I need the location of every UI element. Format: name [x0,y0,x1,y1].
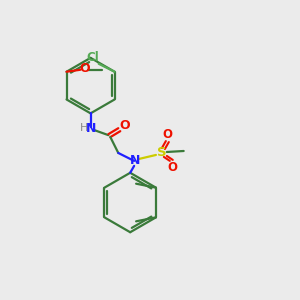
Text: S: S [157,146,167,160]
Text: Cl: Cl [86,51,99,64]
Text: N: N [86,122,97,135]
Text: O: O [119,119,130,132]
Text: O: O [168,161,178,174]
Text: H: H [80,123,88,133]
Text: O: O [163,128,173,141]
Text: N: N [130,154,140,167]
Text: O: O [79,62,90,75]
